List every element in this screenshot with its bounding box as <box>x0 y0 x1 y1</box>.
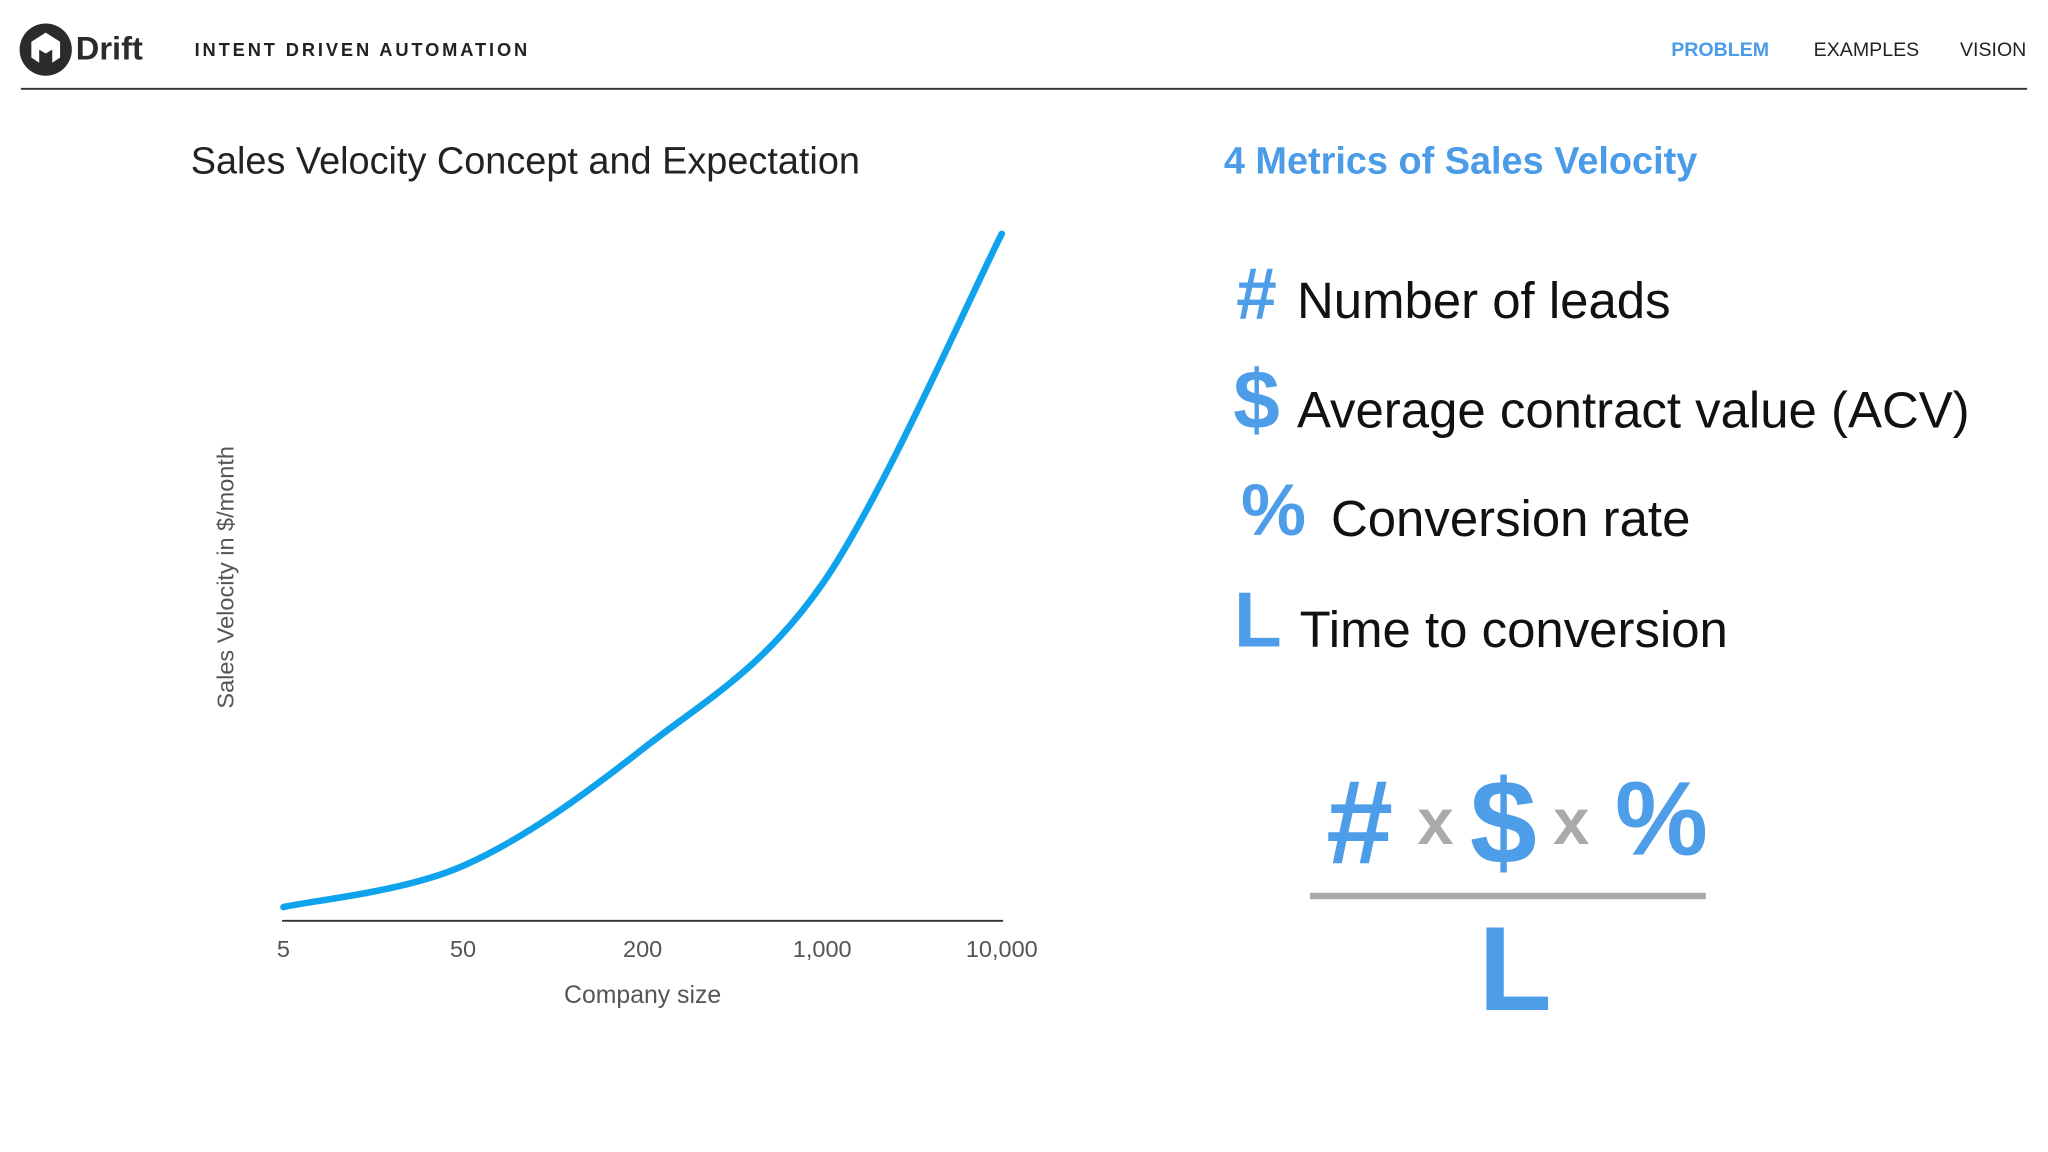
formula-symbol: L <box>1478 902 1551 1036</box>
x-tick-label: 1,000 <box>793 936 852 962</box>
nav-item[interactable]: EXAMPLES <box>1814 39 1920 61</box>
formula-symbol: # <box>1326 756 1393 890</box>
x-tick-label: 5 <box>277 936 290 962</box>
nav-item[interactable]: PROBLEM <box>1671 39 1769 61</box>
formula: # x $ x % L <box>1310 756 1708 1036</box>
metrics-title: 4 Metrics of Sales Velocity <box>1224 140 1697 182</box>
x-axis-label: Company size <box>564 982 721 1009</box>
line-series <box>280 230 1006 911</box>
x-tick-label: 10,000 <box>966 936 1038 962</box>
logo[interactable]: Drift <box>19 23 143 76</box>
metric-label: Number of leads <box>1297 272 1671 329</box>
metric-row: $ Average contract value (ACV) <box>1233 352 1969 446</box>
formula-symbol: % <box>1615 760 1708 877</box>
metric-symbol: # <box>1236 253 1277 334</box>
formula-operator: x <box>1553 785 1589 858</box>
metric-label: Conversion rate <box>1331 490 1690 547</box>
nav-item[interactable]: VISION <box>1960 39 2026 61</box>
metric-label: Average contract value (ACV) <box>1297 381 1970 438</box>
metric-row: % Conversion rate <box>1241 470 1690 551</box>
logo-glyph <box>31 32 61 63</box>
tagline: INTENT DRIVEN AUTOMATION <box>195 39 531 60</box>
metric-symbol: $ <box>1233 352 1279 446</box>
metric-symbol: % <box>1241 470 1306 551</box>
metric-symbol: L <box>1234 575 1282 663</box>
x-tick-label: 200 <box>623 936 662 962</box>
metric-row: # Number of leads <box>1236 253 1670 334</box>
chart-title: Sales Velocity Concept and Expectation <box>191 140 860 182</box>
formula-operator: x <box>1417 785 1453 858</box>
metric-label: Time to conversion <box>1300 601 1728 658</box>
metric-row: L Time to conversion <box>1234 575 1728 663</box>
chart: 5 50 200 1,000 10,000 <box>277 230 1038 962</box>
y-axis-label: Sales Velocity in $/month <box>212 446 238 709</box>
logo-text: Drift <box>76 30 143 67</box>
x-tick-label: 50 <box>450 936 476 962</box>
formula-symbol: $ <box>1470 756 1537 890</box>
